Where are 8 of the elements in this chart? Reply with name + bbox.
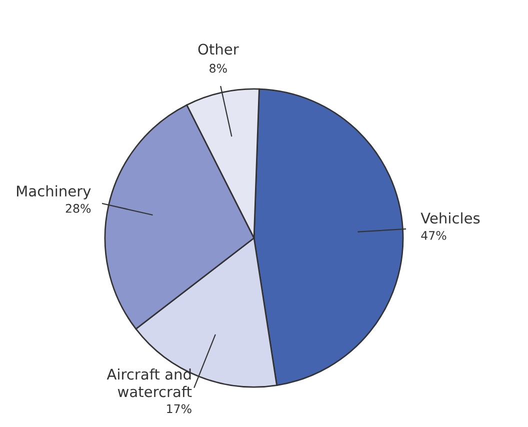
data-label: 28% <box>66 204 91 213</box>
slice-label: Vehicles <box>420 212 480 224</box>
slice-label: Other <box>198 43 239 55</box>
data-label: 8% <box>210 64 227 73</box>
slice-label: Aircraft and watercraft <box>106 368 192 398</box>
data-label: 17% <box>167 404 192 414</box>
data-label: 47% <box>421 231 446 240</box>
slice-label: Machinery <box>17 185 91 200</box>
